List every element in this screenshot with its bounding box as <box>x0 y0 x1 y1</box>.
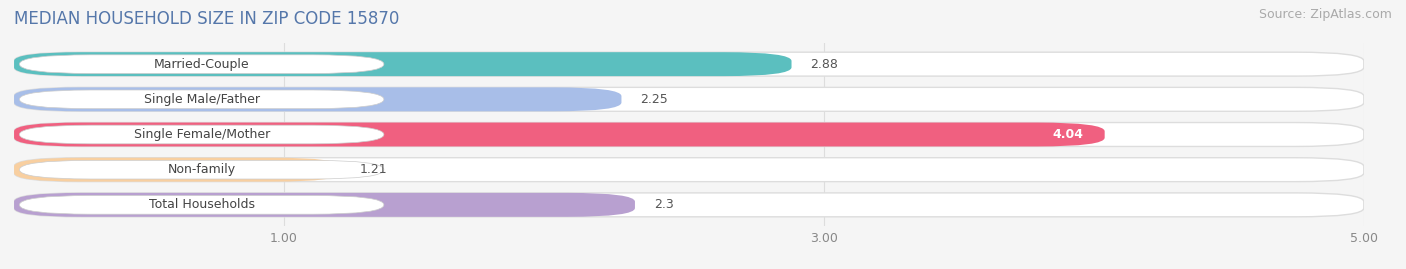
Text: Total Households: Total Households <box>149 198 254 211</box>
FancyBboxPatch shape <box>14 87 1364 111</box>
Text: MEDIAN HOUSEHOLD SIZE IN ZIP CODE 15870: MEDIAN HOUSEHOLD SIZE IN ZIP CODE 15870 <box>14 10 399 29</box>
FancyBboxPatch shape <box>14 87 621 111</box>
Text: 4.04: 4.04 <box>1052 128 1083 141</box>
FancyBboxPatch shape <box>14 158 1364 182</box>
FancyBboxPatch shape <box>20 125 384 144</box>
FancyBboxPatch shape <box>20 160 384 179</box>
Text: Single Male/Father: Single Male/Father <box>143 93 260 106</box>
Text: Non-family: Non-family <box>167 163 236 176</box>
FancyBboxPatch shape <box>14 193 636 217</box>
FancyBboxPatch shape <box>20 55 384 73</box>
Text: 2.88: 2.88 <box>810 58 838 71</box>
FancyBboxPatch shape <box>14 193 1364 217</box>
Text: 1.21: 1.21 <box>360 163 387 176</box>
FancyBboxPatch shape <box>14 123 1105 146</box>
Text: 2.25: 2.25 <box>640 93 668 106</box>
Text: Single Female/Mother: Single Female/Mother <box>134 128 270 141</box>
FancyBboxPatch shape <box>14 158 340 182</box>
Text: Married-Couple: Married-Couple <box>153 58 249 71</box>
FancyBboxPatch shape <box>20 196 384 214</box>
FancyBboxPatch shape <box>20 90 384 109</box>
Text: Source: ZipAtlas.com: Source: ZipAtlas.com <box>1258 8 1392 21</box>
FancyBboxPatch shape <box>14 123 1364 146</box>
FancyBboxPatch shape <box>14 52 792 76</box>
FancyBboxPatch shape <box>14 52 1364 76</box>
Text: 2.3: 2.3 <box>654 198 673 211</box>
